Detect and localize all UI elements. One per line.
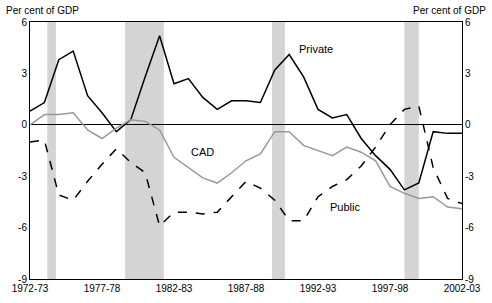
svg-text:Public: Public xyxy=(330,201,360,213)
svg-text:3: 3 xyxy=(21,68,27,79)
svg-text:1992-93: 1992-93 xyxy=(300,283,337,294)
svg-text:1987-88: 1987-88 xyxy=(228,283,265,294)
svg-text:Per cent of GDP: Per cent of GDP xyxy=(6,5,79,16)
svg-text:6: 6 xyxy=(21,17,27,28)
svg-text:Per cent of GDP: Per cent of GDP xyxy=(413,5,486,16)
svg-text:0: 0 xyxy=(465,119,471,130)
svg-text:0: 0 xyxy=(21,119,27,130)
svg-text:1982-83: 1982-83 xyxy=(156,283,193,294)
svg-text:Private: Private xyxy=(299,43,333,55)
svg-text:2002-03: 2002-03 xyxy=(444,283,481,294)
svg-text:-9: -9 xyxy=(18,274,27,285)
svg-text:-9: -9 xyxy=(465,274,474,285)
svg-text:3: 3 xyxy=(465,68,471,79)
svg-text:6: 6 xyxy=(465,17,471,28)
svg-text:-3: -3 xyxy=(465,171,474,182)
svg-text:-6: -6 xyxy=(18,222,27,233)
svg-text:-6: -6 xyxy=(465,222,474,233)
svg-text:1977-78: 1977-78 xyxy=(84,283,121,294)
svg-text:1997-98: 1997-98 xyxy=(372,283,409,294)
svg-text:1972-73: 1972-73 xyxy=(12,283,49,294)
svg-text:CAD: CAD xyxy=(191,146,214,158)
svg-text:-3: -3 xyxy=(18,171,27,182)
